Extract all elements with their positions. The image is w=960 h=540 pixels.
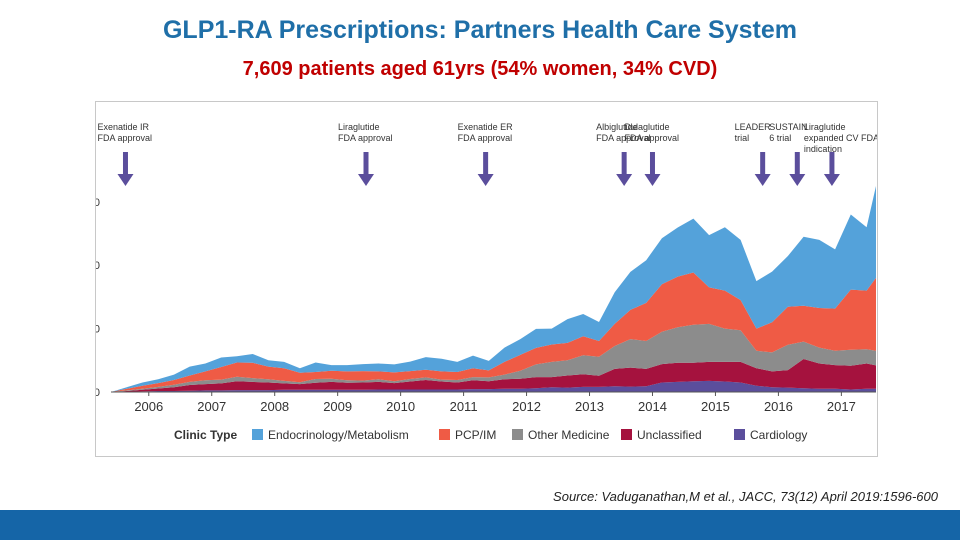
area-series-cardiology [111,380,876,392]
annotation-arrow-head [644,174,661,186]
annotation-arrow-head [117,174,134,186]
annotation-arrow-head [616,174,633,186]
annotation-label: FDA approval [624,133,679,143]
y-tick-label: 400 [96,260,100,272]
annotation-label: Dulaglutide [624,122,669,132]
x-tick-label: 2014 [638,399,667,414]
area-series-pcp-im [111,272,876,392]
x-tick-label: 2015 [701,399,730,414]
annotation-label: FDA approval [458,133,513,143]
y-tick-label: 200 [96,324,100,336]
legend-entry: Cardiology [750,428,807,442]
annotation-label: Exenatide ER [458,122,514,132]
annotation-arrow-head [358,174,374,186]
legend-swatch [439,429,450,440]
annotation-label: LEADER [735,122,772,132]
stacked-area-chart: 0200400600Absolute # of Prescriptions200… [96,122,877,442]
x-tick-label: 2011 [450,399,478,414]
x-tick-label: 2013 [575,399,604,414]
annotation-label: FDA approval [596,133,651,143]
legend-swatch [512,429,523,440]
x-tick-label: 2010 [386,399,415,414]
legend-entry: Unclassified [637,428,702,442]
annotation-arrow-head [477,174,494,186]
annotation-label: Liraglutide [804,122,846,132]
area-series-other-medicine [111,323,876,392]
legend-entry: PCP/IM [455,428,496,442]
x-tick-label: 2007 [197,399,226,414]
x-tick-label: 2012 [512,399,541,414]
x-tick-label: 2016 [764,399,793,414]
slide-title: GLP1-RA Prescriptions: Partners Health C… [162,16,797,44]
annotation-label: expanded CV FDA [804,133,877,143]
y-tick-label: 0 [96,387,100,399]
legend-entry: Other Medicine [528,428,610,442]
x-tick-label: 2017 [827,399,856,414]
area-series-unclassified [111,359,876,392]
annotation-label: Liraglutide [338,122,380,132]
chart-frame: 0200400600Absolute # of Prescriptions200… [95,101,878,457]
annotation-label: 6 trial [769,133,791,143]
annotation-label: FDA approval [97,133,152,143]
legend-title: Clinic Type [174,428,237,442]
annotation-label: Albiglutide [596,122,638,132]
area-series-endocrinology-metabolism [111,186,876,392]
slide-subtitle: 7,609 patients aged 61yrs (54% women, 34… [242,58,718,80]
annotation-arrow-head [789,174,806,186]
annotation-label: trial [735,133,750,143]
annotation-label: FDA approval [338,133,393,143]
legend-entry: Endocrinology/Metabolism [268,428,409,442]
annotation-arrow-head [823,174,840,186]
legend-swatch [734,429,745,440]
x-tick-label: 2006 [134,399,163,414]
x-tick-label: 2008 [260,399,289,414]
annotation-label: Exenatide IR [97,122,149,132]
annotation-label: indication [804,144,842,154]
annotation-arrow-head [754,174,771,186]
source-citation: Source: Vaduganathan,M et al., JACC, 73(… [553,489,938,504]
annotation-label: SUSTAIN [769,122,807,132]
footer-bar [0,510,960,540]
legend-swatch [621,429,632,440]
legend-swatch [252,429,263,440]
y-tick-label: 600 [96,197,100,209]
x-tick-label: 2009 [323,399,352,414]
